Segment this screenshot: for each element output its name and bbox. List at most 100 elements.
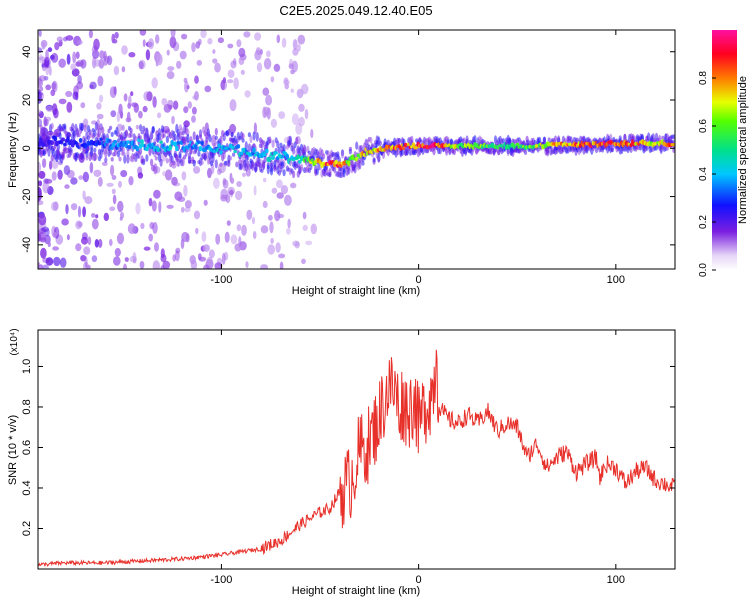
spectrogram-band-cell (208, 134, 212, 143)
spectrogram-noise-cell (267, 244, 276, 255)
spectrogram-band-cell (139, 124, 143, 132)
spectrogram-noise-cell (213, 177, 220, 189)
spectrogram-ridge-cell (236, 144, 241, 149)
spectrogram-band-cell (307, 150, 311, 155)
spectrogram-noise-cell (301, 258, 306, 264)
spectrogram-band-cell (292, 146, 296, 155)
spectrogram-noise-cell (233, 77, 239, 90)
spectrogram-noise-cell (164, 169, 173, 181)
spectrogram-band-cell (262, 140, 266, 146)
spectrogram-band-cell (58, 132, 62, 140)
spectrogram-noise-cell (181, 206, 185, 213)
spectrogram-band-cell (50, 122, 54, 130)
spectrogram-band-cell (340, 149, 345, 159)
spectrogram-band-cell (523, 149, 528, 155)
spectrogram-noise-cell (58, 58, 66, 68)
spectrogram-noise-cell (208, 249, 215, 259)
spectrogram-band-cell (262, 161, 266, 171)
snr-y-tick-label: 0.8 (21, 399, 33, 414)
spectrogram-noise-cell (53, 108, 59, 119)
spectrogram-ridge-cell (252, 147, 256, 154)
spectrogram-noise-cell (120, 170, 128, 178)
spectrogram-ridge-cell (61, 137, 65, 142)
spectrogram-band-cell (97, 127, 102, 138)
spectrogram-noise-cell (84, 256, 88, 268)
spectrogram-noise-cell (52, 246, 59, 251)
colorbar-gradient (712, 30, 737, 270)
spectrogram-noise-cell (253, 122, 257, 135)
spectrogram-noise-cell (246, 209, 253, 220)
spectrogram-noise-cell (97, 176, 103, 187)
spectrogram-band-cell (506, 148, 510, 155)
spectrogram-noise-cell (52, 231, 57, 238)
spectrogram-noise-cell (297, 44, 301, 52)
spectrogram-noise-cell (143, 246, 151, 251)
spectrogram-noise-cell (160, 265, 165, 269)
spectrogram-band-cell (139, 135, 143, 141)
spectrogram-band-cell (192, 131, 196, 141)
spectrogram-noise-cell (128, 95, 132, 106)
chart-title: C2E5.2025.049.12.40.E05 (279, 3, 432, 18)
spectrogram-band-cell (135, 124, 139, 130)
spectrogram-band-cell (239, 163, 244, 170)
spectrogram-noise-cell (70, 63, 76, 71)
spectrogram-noise-cell (111, 175, 117, 180)
spectrogram-noise-cell (260, 225, 269, 234)
spectrogram-noise-cell (263, 177, 267, 183)
spectrogram-ridge-cell (173, 141, 178, 147)
spectrogram-noise-cell (145, 49, 151, 61)
spectrogram-noise-cell (238, 47, 246, 58)
spectrogram-band-cell (116, 150, 121, 158)
spectrogram-noise-cell (131, 102, 138, 108)
spectrogram-noise-cell (271, 187, 278, 194)
spectrogram-noise-cell (262, 200, 268, 209)
spectrogram-band-cell (661, 135, 665, 141)
spectrogram-noise-cell (166, 204, 174, 209)
snr-series-line (38, 349, 675, 567)
spectrogram-noise-cell (230, 60, 237, 69)
spectrogram-noise-cell (143, 91, 150, 101)
spectrogram-noise-cell (128, 176, 134, 186)
spectrogram-band-cell (178, 151, 182, 159)
spectrogram-frame (37, 29, 676, 270)
spectrogram-band-cell (369, 136, 373, 144)
spectrogram-noise-cell (38, 170, 46, 179)
spectrogram-noise-cell (236, 39, 242, 48)
spectrogram-noise-cell (179, 50, 187, 60)
spectrogram-noise-cell (280, 185, 288, 195)
spectrogram-band-cell (303, 145, 307, 155)
spectrogram-noise-cell (139, 261, 145, 269)
spectrogram-band-cell (400, 149, 405, 156)
spectrogram-noise-cell (112, 194, 117, 205)
spectrogram-noise-cell (48, 65, 52, 76)
snr-y-multiplier: (x10⁴) (9, 328, 20, 355)
spectrogram-band-cell (353, 163, 357, 174)
spectrogram-noise-cell (230, 177, 235, 184)
spectrogram-band-cell (121, 146, 125, 156)
spectrogram-noise-cell (197, 253, 202, 261)
spectrogram-noise-cell (172, 100, 179, 110)
spectrogram-ridge-cell (672, 143, 675, 147)
spectrogram-band-cell (206, 128, 210, 137)
spectrogram-noise-cell (109, 238, 113, 247)
spectrogram-noise-cell (87, 236, 92, 246)
spectrogram-noise-cell (38, 200, 44, 206)
spectrogram-noise-cell (158, 201, 162, 213)
spectrogram-band-cell (508, 137, 512, 146)
spectrogram-band-cell (348, 148, 352, 155)
spectrogram-noise-cell (38, 75, 42, 85)
spectrogram-noise-cell (63, 165, 71, 176)
spectrogram-x-ticks: -100 0 100 (210, 30, 625, 286)
spectrogram-band-cell (336, 151, 340, 158)
spectrogram-noise-cell (183, 106, 189, 114)
spectrogram-band-cell (145, 154, 149, 162)
spectrogram-noise-cell (181, 171, 187, 181)
spectrogram-noise-cell (235, 190, 243, 201)
spectrogram-noise-cell (283, 79, 290, 86)
spectrogram-noise-cell (295, 122, 303, 135)
spectrogram-band-cell (142, 125, 146, 132)
colorbar: 0.0 0.2 0.4 0.6 0.8 Normalized spectral ampl… (698, 30, 749, 277)
spectrogram-noise-cell (51, 82, 57, 90)
spectrogram-noise-cell (217, 37, 224, 44)
spectrogram-band-cell (134, 135, 138, 142)
